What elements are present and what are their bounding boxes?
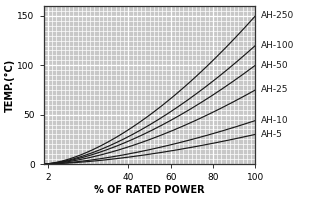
X-axis label: % OF RATED POWER: % OF RATED POWER (94, 185, 205, 195)
Text: AH-25: AH-25 (261, 85, 288, 94)
Text: AH-5: AH-5 (261, 130, 283, 139)
Text: AH-250: AH-250 (261, 11, 294, 20)
Text: AH-100: AH-100 (261, 41, 294, 50)
Text: AH-50: AH-50 (261, 61, 289, 70)
Y-axis label: TEMP.(°C): TEMP.(°C) (5, 58, 15, 112)
Text: AH-10: AH-10 (261, 116, 289, 125)
